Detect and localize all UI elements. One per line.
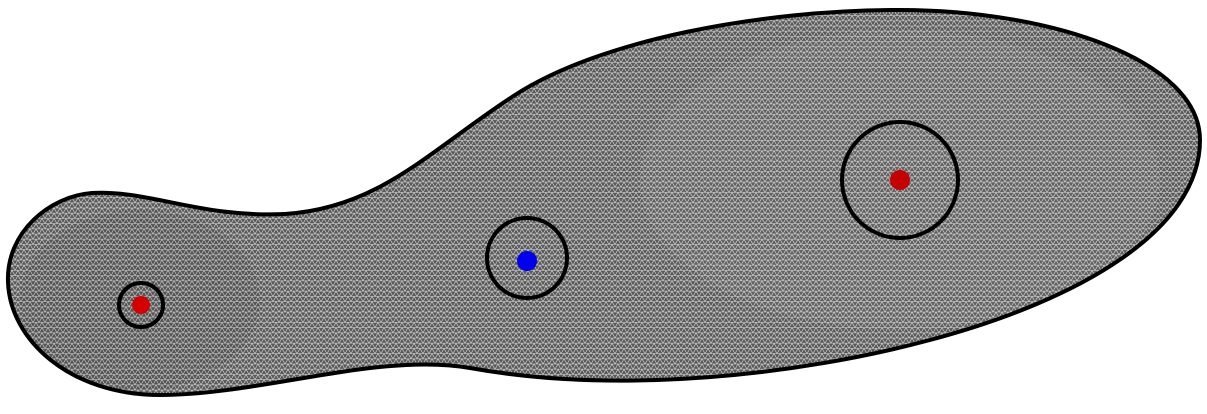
midfoot-sensor-ring [485, 216, 569, 300]
insole-border [5, 7, 1203, 398]
heel-sensor-ring [117, 281, 165, 329]
heel-sensor-dot [132, 296, 150, 314]
forefoot-sensor-dot [890, 170, 910, 190]
midfoot-sensor-dot [517, 251, 537, 271]
heel-sensor [117, 281, 165, 329]
forefoot-sensor-ring [840, 120, 960, 240]
forefoot-sensor [840, 120, 960, 240]
midfoot-sensor [485, 216, 569, 300]
insole-outline [7, 10, 1200, 395]
